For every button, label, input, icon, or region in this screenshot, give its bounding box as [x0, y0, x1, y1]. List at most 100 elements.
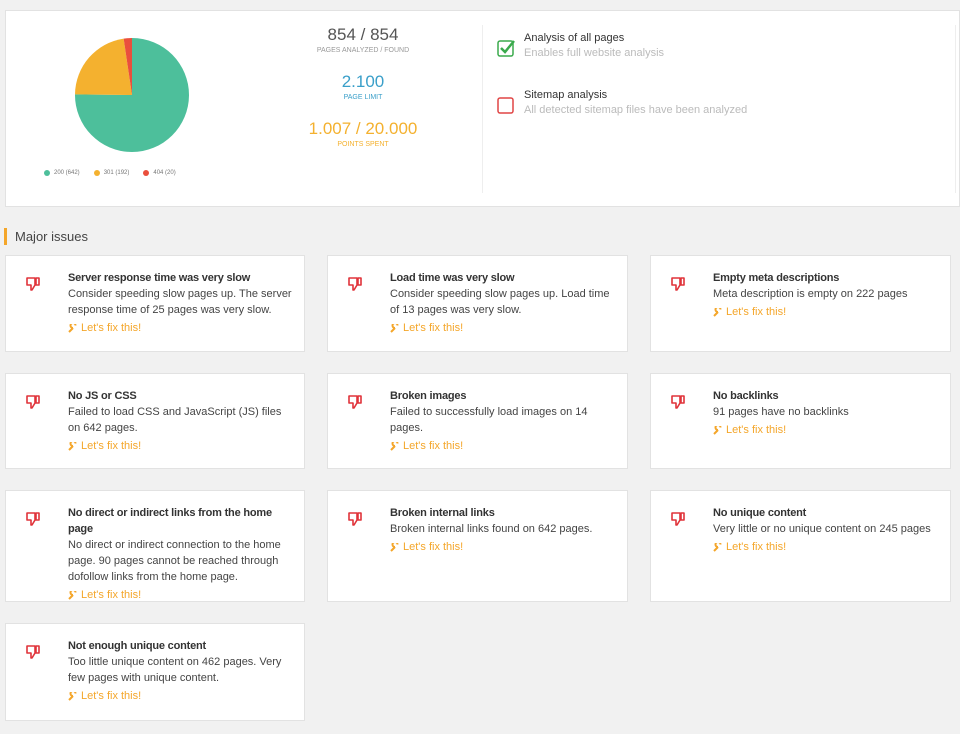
issue-card: Empty meta descriptions Meta description … [650, 255, 951, 352]
stat-label: PAGES ANALYZED / FOUND [316, 47, 410, 54]
legend-item: 200 (642) [44, 170, 80, 176]
wrench-icon [713, 542, 722, 552]
fix-link[interactable]: Let's fix this! [390, 539, 617, 555]
stat-value: 854 / 854 [327, 25, 399, 44]
section-title: Major issues [4, 228, 88, 245]
option-title: Sitemap analysis [524, 89, 608, 101]
issue-description: Very little or no unique content on 245 … [713, 523, 931, 535]
fix-link[interactable]: Let's fix this! [390, 320, 617, 336]
issue-description: Too little unique content on 462 pages. … [68, 656, 282, 684]
legend-label: 301 (192) [103, 170, 130, 176]
fix-link[interactable]: Let's fix this! [713, 304, 940, 320]
issue-title: Server response time was very slow [68, 272, 251, 284]
wrench-shape [713, 542, 722, 552]
legend-swatch [143, 170, 150, 176]
issue-card: Not enough unique content Too little uniq… [5, 623, 305, 721]
issue-title: No unique content [713, 507, 807, 519]
legend: 200 (642) 301 (192) 404 (20) [44, 170, 176, 176]
issue-description: Broken internal links found on 642 pages… [390, 523, 593, 535]
fix-link[interactable]: Let's fix this! [713, 422, 940, 438]
options: Analysis of all pages Enables full websit… [496, 31, 747, 145]
checkbox-box [497, 40, 514, 57]
wrench-icon [713, 425, 722, 435]
pie-slice [75, 38, 132, 95]
stat-value: 1.007 / 20.000 [308, 119, 418, 138]
wrench-shape [390, 542, 399, 552]
wrench-shape [713, 307, 722, 317]
wrench-shape [68, 590, 77, 600]
thumbs-down-icon [671, 395, 685, 409]
legend-label: 200 (642) [54, 170, 80, 176]
wrench-shape [713, 425, 722, 435]
issue-description: 91 pages have no backlinks [713, 406, 849, 418]
thumbs-down-shape [26, 512, 40, 526]
divider [482, 25, 483, 193]
stats: 854 / 854 PAGES ANALYZED / FOUND 2.100 PAGE… [283, 25, 443, 166]
thumbs-down-shape [26, 395, 40, 409]
fix-link[interactable]: Let's fix this! [68, 688, 294, 704]
thumbs-down-icon [348, 395, 362, 409]
thumbs-down-shape [671, 512, 685, 526]
option-title: Analysis of all pages [524, 32, 625, 44]
issue-card: No JS or CSS Failed to load CSS and JavaS… [5, 373, 305, 469]
wrench-icon [390, 542, 399, 552]
wrench-icon [68, 590, 77, 600]
issue-title: No direct or indirect links from the hom… [68, 507, 272, 535]
thumbs-down-shape [671, 395, 685, 409]
wrench-shape [68, 691, 77, 701]
issue-description: Consider speeding slow pages up. Load ti… [390, 288, 610, 316]
issue-description: Meta description is empty on 222 pages [713, 288, 908, 300]
option: Sitemap analysis All detected sitemap fil… [496, 88, 747, 145]
issue-description: Consider speeding slow pages up. The ser… [68, 288, 292, 316]
issue-card: No backlinks 91 pages have no backlinks Le… [650, 373, 951, 469]
fix-link[interactable]: Let's fix this! [68, 438, 294, 454]
pie-chart [74, 38, 189, 152]
thumbs-down-icon [26, 277, 40, 291]
pie-slice [123, 38, 132, 95]
legend-swatch [93, 170, 100, 176]
issue-description: Failed to load CSS and JavaScript (JS) f… [68, 406, 282, 434]
fix-link[interactable]: Let's fix this! [713, 539, 940, 555]
wrench-icon [713, 307, 722, 317]
issue-card: No unique content Very little or no uniqu… [650, 490, 951, 602]
fix-text: Let's fix this! [726, 424, 787, 436]
fix-link[interactable]: Let's fix this! [68, 320, 294, 336]
thumbs-down-icon [348, 277, 362, 291]
wrench-icon [390, 323, 399, 333]
fix-text: Let's fix this! [403, 541, 464, 553]
fix-text: Let's fix this! [81, 440, 142, 452]
checkbox [497, 40, 515, 57]
issue-card: Broken internal links Broken internal lin… [327, 490, 628, 602]
thumbs-down-shape [671, 277, 685, 291]
wrench-icon [68, 323, 77, 333]
fix-text: Let's fix this! [726, 306, 787, 318]
thumbs-down-shape [26, 645, 40, 659]
thumbs-down-icon [671, 277, 685, 291]
fix-link[interactable]: Let's fix this! [68, 587, 294, 603]
wrench-shape [390, 441, 399, 451]
wrench-shape [68, 323, 77, 333]
issue-title: Broken images [390, 390, 467, 402]
thumbs-down-icon [26, 512, 40, 526]
pie-slice [74, 38, 189, 152]
checkbox-box [497, 97, 514, 114]
fix-link[interactable]: Let's fix this! [390, 438, 617, 454]
legend-item: 404 (20) [143, 170, 176, 176]
issue-grid: Server response time was very slow Consid… [5, 255, 951, 721]
option-description: Enables full website analysis [524, 47, 665, 59]
thumbs-down-shape [348, 395, 362, 409]
thumbs-down-icon [348, 512, 362, 526]
fix-text: Let's fix this! [403, 322, 464, 334]
thumbs-down-icon [26, 395, 40, 409]
thumbs-down-shape [26, 277, 40, 291]
issue-card: Server response time was very slow Consid… [5, 255, 305, 352]
fix-text: Let's fix this! [81, 690, 142, 702]
divider [955, 25, 956, 193]
issue-title: No backlinks [713, 390, 779, 402]
thumbs-down-icon [671, 512, 685, 526]
summary-panel: 200 (642) 301 (192) 404 (20) 854 / 854 PAGE… [5, 10, 960, 207]
wrench-icon [68, 691, 77, 701]
issue-title: Load time was very slow [390, 272, 515, 284]
issue-card: Load time was very slow Consider speeding… [327, 255, 628, 352]
